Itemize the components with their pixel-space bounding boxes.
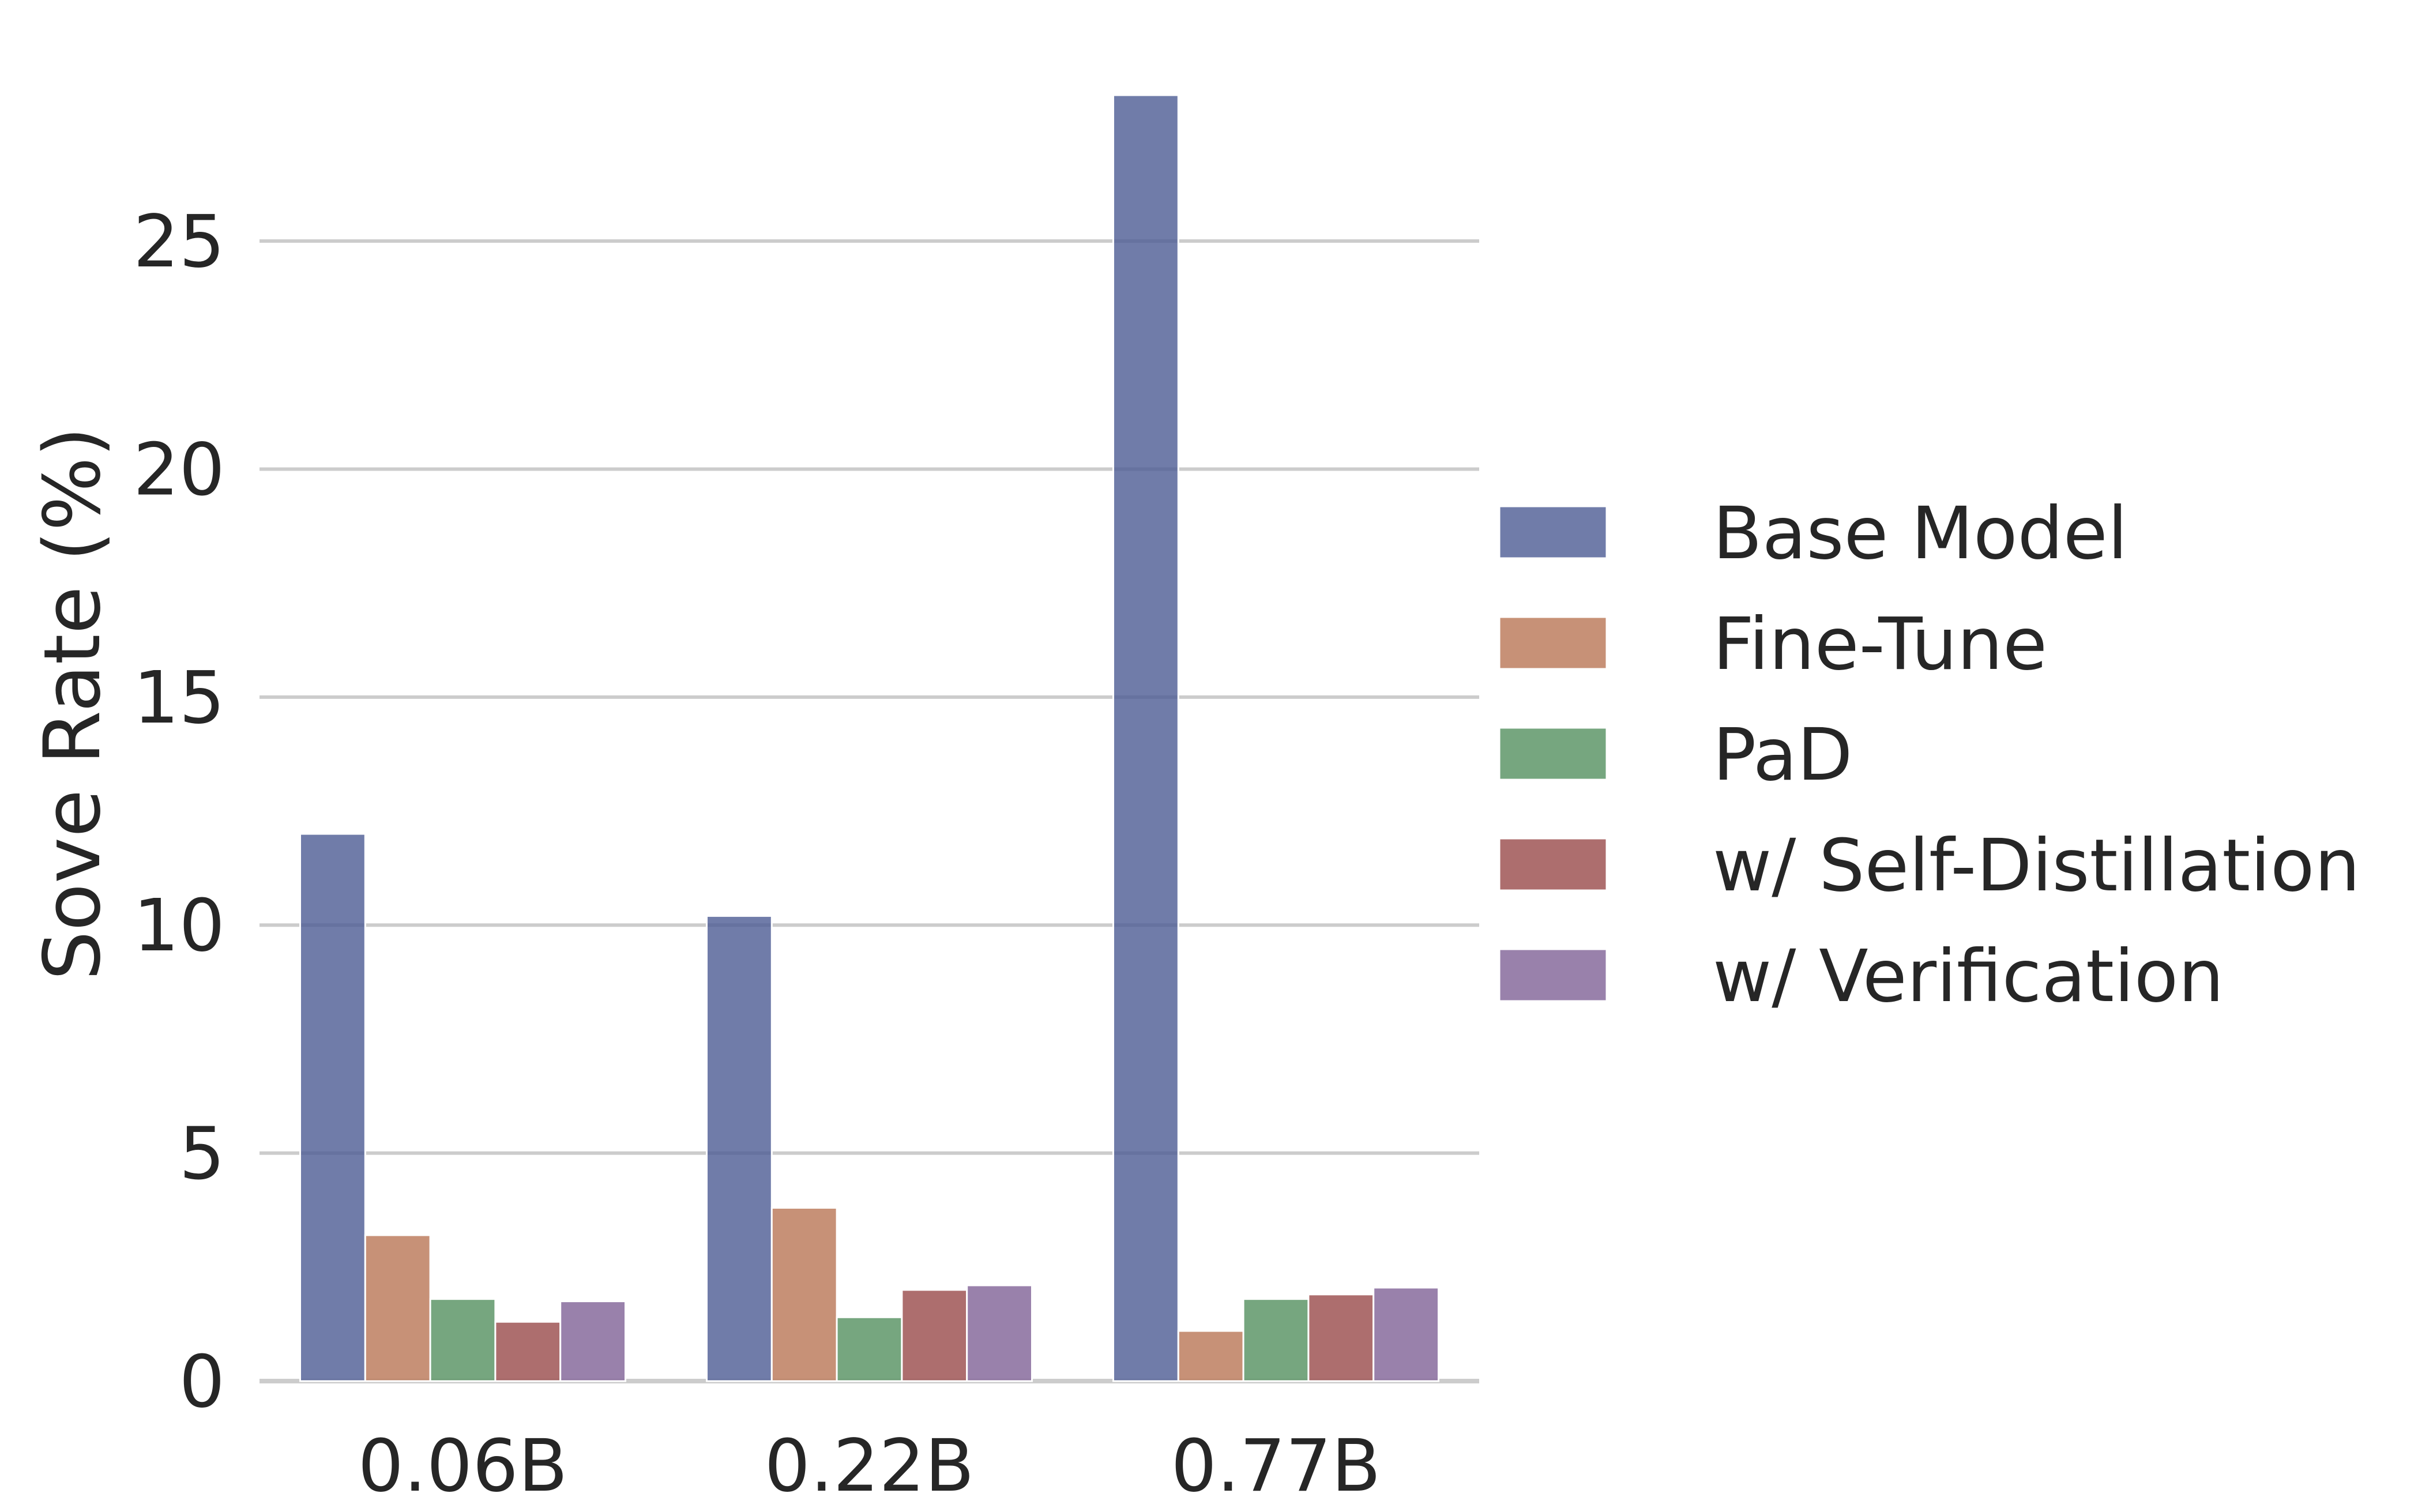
y-tick-labels: 0 5 10 15 20 25 [133,200,225,1424]
bar-fine-tune-0.77B [1177,1330,1244,1382]
x-tick-labels: 0.06B 0.22B 0.77B [358,1424,1381,1508]
bar-pad-0.77B [1242,1298,1310,1382]
legend-swatch [1498,616,1608,670]
legend-label: Base Model [1713,492,2127,576]
legend: Base Model Fine-Tune PaD w/ Self-Distillati… [1498,492,2360,1018]
bar-w-self-distillation-0.77B [1307,1293,1375,1382]
x-tick-label: 0.06B [358,1424,567,1508]
bar-w-verification-0.06B [559,1300,627,1382]
y-axis-label: Sove Rate (%) [27,427,118,980]
y-tick-label: 25 [133,200,225,284]
bar-fine-tune-0.22B [770,1207,838,1382]
bar-w-verification-0.77B [1372,1287,1439,1382]
legend-label: Fine-Tune [1713,603,2047,686]
bar-fine-tune-0.06B [364,1234,431,1382]
legend-swatch [1498,948,1608,1002]
bars [299,94,1439,1382]
y-tick-label: 20 [133,428,225,511]
bar-pad-0.22B [836,1316,903,1382]
y-tick-label: 5 [179,1112,225,1196]
bar-base-model-0.22B [706,915,773,1382]
x-tick-label: 0.22B [764,1424,974,1508]
legend-swatch [1498,837,1608,892]
bar-pad-0.06B [429,1298,497,1382]
bar-base-model-0.77B [1112,94,1179,1382]
bar-w-verification-0.22B [966,1284,1033,1382]
grid-lines [260,239,1479,1383]
bar-w-self-distillation-0.22B [901,1289,968,1382]
legend-swatch [1498,727,1608,781]
y-tick-label: 10 [133,884,225,968]
legend-label: PaD [1713,713,1853,797]
legend-swatch [1498,505,1608,559]
x-tick-label: 0.77B [1171,1424,1381,1508]
legend-label: w/ Verification [1713,935,2224,1018]
bar-w-self-distillation-0.06B [494,1321,562,1382]
y-tick-label: 0 [179,1340,225,1424]
y-tick-label: 15 [133,656,225,740]
legend-label: w/ Self-Distillation [1713,824,2360,908]
bar-base-model-0.06B [299,833,366,1382]
